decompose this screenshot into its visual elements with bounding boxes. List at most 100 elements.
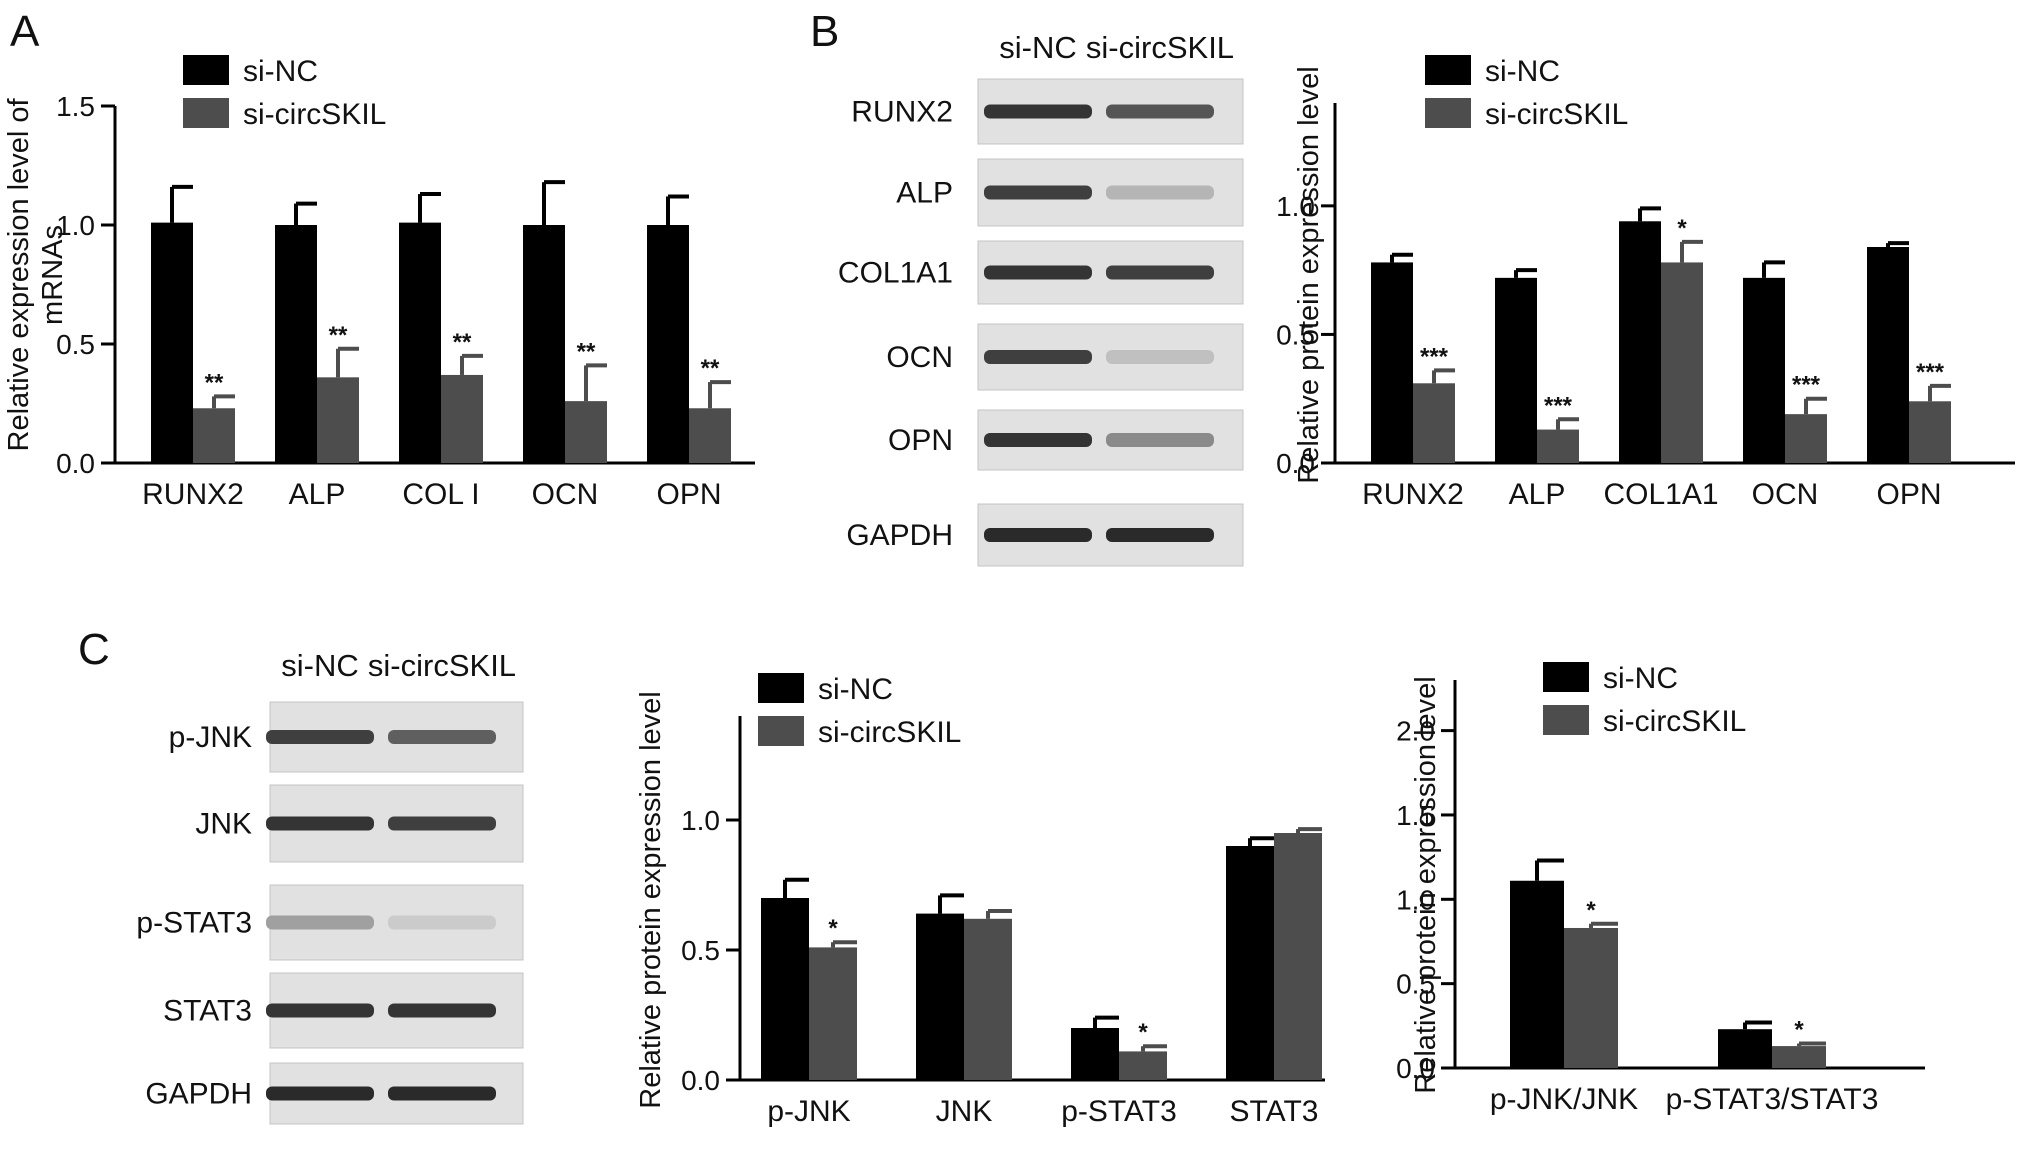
legend-swatch-si-circskil: [1543, 705, 1589, 735]
bar-si-circskil-runx2: [193, 408, 235, 463]
y-tick-label: 1.0: [56, 210, 95, 241]
significance-marker: **: [577, 338, 596, 365]
y-tick-label: 1.5: [56, 91, 95, 122]
y-axis-title-line: mRNAs: [37, 225, 69, 325]
y-tick-label: 0.0: [1276, 448, 1315, 479]
significance-marker: *: [828, 915, 838, 942]
bar-si-nc-alp: [275, 225, 317, 463]
legend-swatch-si-circskil: [1425, 98, 1471, 128]
legend-swatch-si-circskil: [758, 716, 804, 746]
bar-si-circskil-jnk: [964, 918, 1012, 1080]
lane-header-si-circskil: si-circSKIL: [368, 648, 516, 683]
x-tick-label-alp: ALP: [289, 478, 346, 511]
legend-label-si-circskil: si-circSKIL: [818, 716, 961, 749]
x-tick-label-p-jnk: p-JNK: [767, 1095, 850, 1128]
western-blots: si-NC si-circSKIL RUNX2 ALP COL1A1 OCN OPN GAPD…: [136, 30, 1244, 1125]
bar-si-nc-ocn: [523, 225, 565, 463]
lane-header-si-nc: si-NC: [281, 648, 359, 683]
y-tick-label: 2.0: [1396, 716, 1435, 747]
blot-band: [1106, 528, 1214, 542]
x-tick-label-opn: OPN: [1876, 478, 1941, 511]
blot-band: [388, 730, 496, 744]
blot-label-stat3: STAT3: [163, 995, 252, 1028]
legend-label-si-circskil: si-circSKIL: [243, 98, 386, 131]
significance-marker: **: [329, 322, 348, 349]
y-axis-title: Relative protein expression level: [1293, 66, 1325, 484]
lane-header-si-circskil: si-circSKIL: [1086, 30, 1234, 65]
blot-strip-gapdh: [266, 1062, 524, 1125]
blot-band: [984, 185, 1092, 200]
significance-marker: **: [701, 355, 720, 382]
bar-si-nc-col1a1: [1619, 221, 1661, 463]
y-tick-label: 0.0: [681, 1065, 720, 1096]
legend-swatch-si-nc: [1543, 662, 1589, 692]
bar-si-nc-p-jnk: [761, 898, 809, 1080]
x-tick-label-stat3: STAT3: [1230, 1095, 1319, 1128]
blot-strip-jnk: [266, 784, 524, 863]
blot-band: [984, 265, 1092, 280]
x-tick-label-p-stat3-stat3: p-STAT3/STAT3: [1666, 1083, 1879, 1116]
blot-strip-p-jnk: [266, 701, 524, 773]
significance-marker: *: [1677, 215, 1687, 242]
y-axis-title: Relative protein expression level: [635, 691, 667, 1109]
blot-band: [1106, 185, 1214, 200]
significance-marker: ***: [1420, 343, 1449, 370]
significance-marker: *: [1794, 1017, 1804, 1044]
blot-label-alp: ALP: [896, 177, 953, 210]
significance-marker: *: [1586, 897, 1596, 924]
bar-si-circskil-alp: [317, 377, 359, 463]
blot-strip-ocn: [977, 323, 1244, 391]
y-axis-title: Relative protein expression level: [1410, 676, 1442, 1094]
blot-band: [266, 1086, 374, 1101]
bar-si-nc-col-i: [399, 222, 441, 463]
legend-label-si-nc: si-NC: [1603, 662, 1678, 695]
y-axis-title-line: Relative protein expression level: [635, 691, 667, 1109]
blot-band: [1106, 104, 1214, 119]
bar-si-nc-runx2: [151, 222, 193, 463]
legend-label-si-nc: si-NC: [818, 673, 893, 706]
y-axis-title-line: Relative expression level of: [3, 98, 35, 452]
legend-swatch-si-circskil: [183, 98, 229, 128]
chart-c1: 0.0 0.5 1.0 Relative protein expression lev…: [635, 673, 1325, 1128]
blot-band: [266, 915, 374, 930]
bar-si-circskil-p-stat3-stat3: [1772, 1046, 1826, 1068]
bar-si-nc-p-stat3-stat3: [1718, 1029, 1772, 1068]
blot-strip-gapdh: [977, 503, 1244, 567]
blot-strip-col1a1: [977, 240, 1244, 305]
bar-si-nc-jnk: [916, 913, 964, 1080]
blot-band: [1106, 433, 1214, 447]
significance-marker: ***: [1916, 359, 1945, 386]
x-tick-label-jnk: JNK: [936, 1095, 993, 1128]
x-tick-label-opn: OPN: [656, 478, 721, 511]
panel-label-c: C: [78, 625, 110, 674]
x-tick-label-runx2: RUNX2: [142, 478, 244, 511]
bar-si-circskil-p-jnk: [809, 947, 857, 1080]
blot-label-gapdh: GAPDH: [145, 1078, 252, 1111]
legend-label-si-circskil: si-circSKIL: [1485, 98, 1628, 131]
blot-label-col1a1: COL1A1: [838, 257, 953, 290]
bar-si-circskil-p-jnk-jnk: [1564, 927, 1618, 1068]
blot-label-gapdh: GAPDH: [846, 519, 953, 552]
bar-si-circskil-col-i: [441, 374, 483, 463]
blot-band: [984, 528, 1092, 542]
blot-band: [266, 816, 374, 831]
significance-marker: **: [205, 369, 224, 396]
blot-strip-stat3: [266, 972, 524, 1049]
legend-swatch-si-nc: [758, 673, 804, 703]
significance-marker: ***: [1544, 392, 1573, 419]
blot-band: [388, 1086, 496, 1101]
blot-label-runx2: RUNX2: [851, 96, 953, 129]
legend-label-si-circskil: si-circSKIL: [1603, 705, 1746, 738]
x-tick-label-col1a1: COL1A1: [1603, 478, 1718, 511]
bar-si-circskil-ocn: [565, 401, 607, 463]
blot-label-jnk: JNK: [195, 808, 252, 841]
blot-panel-c: si-NC si-circSKIL p-JNK JNK p-STAT3 STAT3 GAPD…: [136, 648, 524, 1125]
bar-si-nc-p-stat3: [1071, 1028, 1119, 1080]
y-axis-title-line: Relative protein expression level: [1293, 66, 1325, 484]
blot-strip-opn: [977, 409, 1244, 471]
x-tick-label-ocn: OCN: [532, 478, 599, 511]
x-tick-label-p-stat3: p-STAT3: [1061, 1095, 1177, 1128]
blot-panel-b: si-NC si-circSKIL RUNX2 ALP COL1A1 OCN OPN GAPD…: [838, 30, 1244, 567]
